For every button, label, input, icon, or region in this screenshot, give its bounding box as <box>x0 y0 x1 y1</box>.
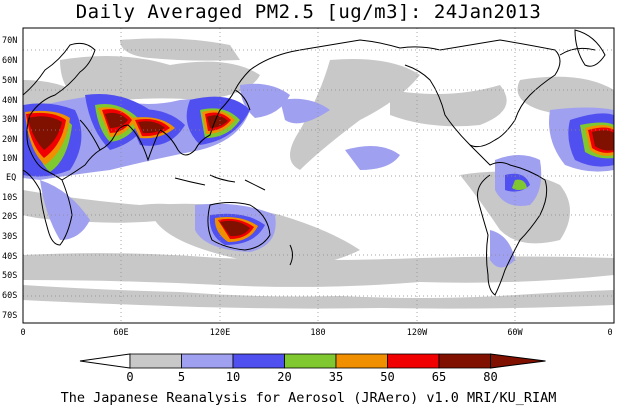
lat-label: 70S <box>2 311 17 321</box>
lat-label: 40N <box>2 96 17 106</box>
colorbar-segment <box>129 353 182 369</box>
colorbar-tick-label: 5 <box>178 370 185 384</box>
lat-label: 60N <box>2 56 17 66</box>
colorbar-segment <box>232 353 285 369</box>
colorbar-tick-label: 50 <box>380 370 394 384</box>
colorbar-segment <box>438 353 491 369</box>
gridlines <box>23 28 614 323</box>
colorbar-segment <box>490 353 546 369</box>
colorbar-tick-label: 10 <box>226 370 240 384</box>
concentration-field <box>23 38 614 309</box>
lat-label: 20N <box>2 135 17 145</box>
colorbar-segment <box>79 353 131 369</box>
colorbar-tick-label: 20 <box>277 370 291 384</box>
lat-label: 40S <box>2 252 17 262</box>
colorbar-tick-label: 0 <box>126 370 133 384</box>
lat-label: 70N <box>2 36 17 46</box>
latitude-axis: 70N 60N 50N 40N 30N 20N 10N EQ 10S 20S 3… <box>2 36 17 321</box>
lat-label: EQ <box>6 173 16 183</box>
lat-label: 60S <box>2 291 17 301</box>
colorbar-tick-label: 35 <box>329 370 343 384</box>
colorbar-tick-label: 80 <box>483 370 497 384</box>
level-above-80 <box>28 112 614 237</box>
lon-label: 180 <box>310 328 325 338</box>
colorbar-segment <box>284 353 337 369</box>
lon-label: 0 <box>607 328 612 338</box>
colorbar-tick-label: 65 <box>432 370 446 384</box>
lat-label: 10S <box>2 193 17 203</box>
lat-label: 30S <box>2 232 17 242</box>
lon-label: 60E <box>113 328 128 338</box>
lat-label: 10N <box>2 154 17 164</box>
colorbar-segment <box>181 353 234 369</box>
colorbar: 0 5 10 20 35 50 65 80 <box>79 353 546 384</box>
lat-label: 50S <box>2 271 17 281</box>
lat-label: 30N <box>2 115 17 125</box>
map-frame <box>22 27 615 324</box>
lon-label: 0 <box>20 328 25 338</box>
map-title: Daily Averaged PM2.5 [ug/m3]: 24Jan2013 <box>75 1 542 23</box>
lat-label: 20S <box>2 212 17 222</box>
lon-label: 120W <box>407 328 428 338</box>
lon-label: 120E <box>210 328 230 338</box>
lat-label: 50N <box>2 76 17 86</box>
colorbar-segment <box>387 353 440 369</box>
longitude-axis: 0 60E 120E 180 120W 60W 0 <box>20 328 612 338</box>
lon-label: 60W <box>507 328 523 338</box>
colorbar-segment <box>335 353 388 369</box>
footer-credit: The Japanese Reanalysis for Aerosol (JRA… <box>60 390 557 406</box>
